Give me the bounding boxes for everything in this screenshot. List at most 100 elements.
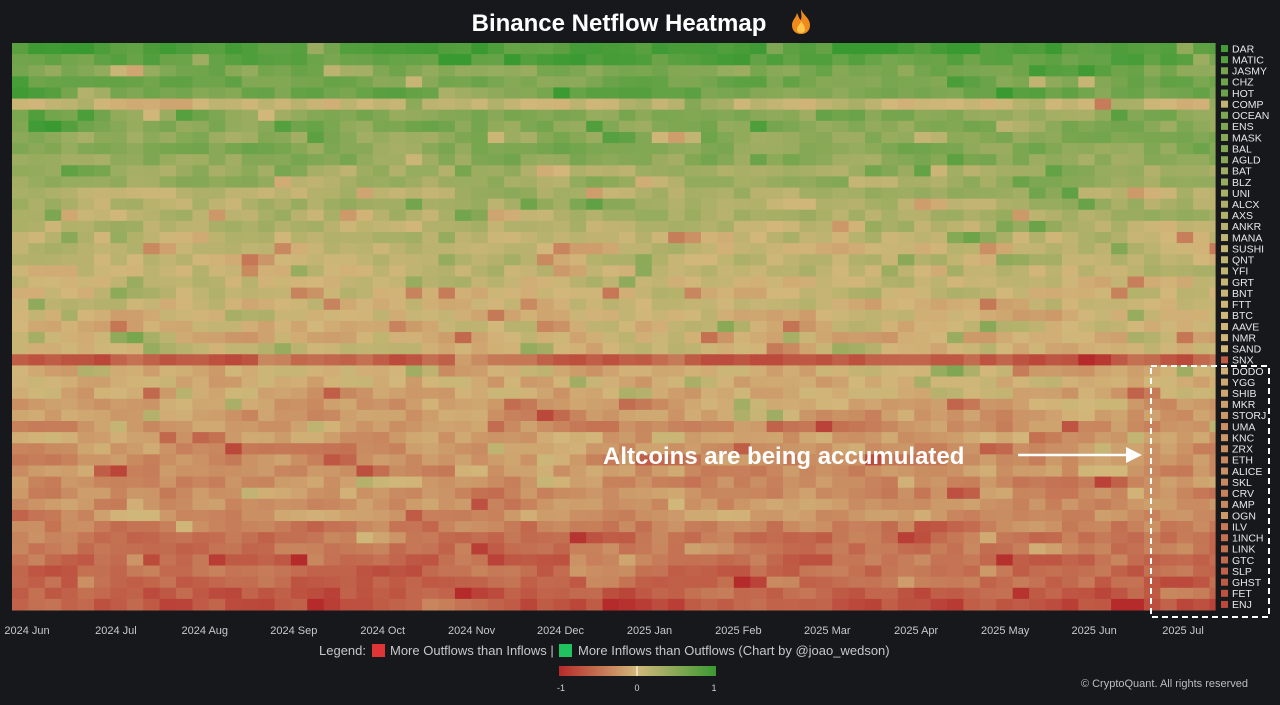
heatmap-cell (597, 65, 604, 77)
heatmap-cell (875, 176, 883, 189)
heatmap-cell (1083, 232, 1090, 244)
heatmap-cell (843, 176, 850, 189)
heatmap-cell (509, 65, 516, 77)
heatmap-cell (662, 287, 669, 300)
heatmap-cell (487, 165, 494, 177)
heatmap-cell (1143, 187, 1150, 200)
heatmap-cell (115, 276, 122, 289)
heatmap-cell (1061, 98, 1068, 111)
heatmap-cell (810, 54, 817, 66)
heatmap-cell (608, 276, 615, 289)
heatmap-cell (886, 265, 893, 277)
heatmap-cell (930, 120, 937, 133)
heatmap-cell (837, 131, 844, 144)
heatmap-cell (755, 165, 762, 177)
heatmap-cell (947, 109, 954, 122)
heatmap-cell (936, 54, 943, 66)
heatmap-cell (476, 254, 483, 266)
heatmap-cell (1138, 198, 1145, 211)
heatmap-cell (1160, 265, 1167, 277)
heatmap-cell (629, 87, 636, 100)
heatmap-cell (591, 287, 598, 300)
heatmap-cell (804, 65, 811, 77)
heatmap-cell (728, 154, 735, 166)
heatmap-cell (881, 54, 888, 66)
heatmap-cell (340, 187, 347, 200)
heatmap-cell (165, 109, 172, 122)
heatmap-cell (1122, 254, 1129, 266)
heatmap-cell (602, 43, 609, 55)
heatmap-cell (618, 143, 626, 155)
heatmap-cell (772, 143, 779, 155)
heatmap-cell (176, 87, 183, 100)
heatmap-cell (356, 165, 363, 177)
heatmap-cell (454, 265, 461, 277)
heatmap-cell (1023, 187, 1030, 200)
heatmap-cell (203, 87, 210, 100)
heatmap-cell (646, 265, 653, 277)
heatmap-cell (378, 254, 385, 266)
heatmap-cell (1023, 265, 1030, 277)
heatmap-cell (263, 76, 270, 88)
heatmap-cell (826, 98, 833, 111)
heatmap-cell (225, 65, 232, 77)
heatmap-cell (1100, 120, 1107, 133)
heatmap-cell (629, 220, 636, 233)
heatmap-cell (1198, 76, 1205, 88)
heatmap-cell (963, 120, 970, 133)
heatmap-cell (1072, 87, 1079, 100)
heatmap-cell (143, 43, 150, 55)
heatmap-cell (635, 254, 642, 266)
heatmap-cell (454, 109, 461, 122)
heatmap-cell (979, 109, 986, 122)
heatmap-cell (493, 176, 500, 189)
heatmap-cell (870, 265, 877, 277)
heatmap-cell (203, 276, 210, 289)
heatmap-cell (553, 176, 560, 189)
heatmap-cell (361, 87, 369, 100)
heatmap-cell (947, 65, 954, 77)
heatmap-cell (115, 165, 122, 177)
heatmap-cell (269, 220, 276, 233)
heatmap-cell (247, 120, 254, 133)
heatmap-cell (1105, 276, 1112, 289)
heatmap-cell (394, 43, 401, 55)
heatmap-cell (433, 98, 440, 111)
heatmap-cell (471, 265, 478, 277)
heatmap-cell (1209, 65, 1216, 77)
heatmap-cell (963, 109, 970, 122)
heatmap-cell (1160, 87, 1167, 100)
heatmap-cell (1034, 43, 1041, 55)
heatmap-cell (613, 220, 620, 233)
heatmap-cell (351, 209, 358, 222)
heatmap-cell (613, 287, 620, 300)
heatmap-cell (854, 54, 861, 66)
heatmap-cell (296, 209, 303, 222)
heatmap-cell (1018, 265, 1025, 277)
heatmap-cell (979, 120, 986, 133)
heatmap-cell (810, 243, 817, 255)
heatmap-cell (241, 131, 248, 144)
heatmap-cell (361, 254, 369, 266)
heatmap-cell (536, 220, 544, 233)
heatmap-cell (897, 176, 904, 189)
heatmap-cell (1007, 198, 1014, 211)
heatmap-cell (77, 131, 84, 144)
heatmap-cell (1029, 154, 1036, 166)
heatmap-cell (657, 198, 664, 211)
heatmap-cell (799, 76, 806, 88)
heatmap-cell (761, 154, 768, 166)
heatmap-cell (449, 165, 456, 177)
heatmap-cell (925, 43, 932, 55)
heatmap-cell (148, 54, 155, 66)
heatmap-cell (958, 187, 965, 200)
heatmap-cell (1012, 76, 1019, 88)
heatmap-cell (301, 120, 308, 133)
heatmap-cell (591, 76, 598, 88)
heatmap-cell (564, 276, 571, 289)
heatmap-cell (269, 254, 276, 266)
heatmap-cell (1050, 254, 1058, 266)
heatmap-cell (301, 65, 308, 77)
heatmap-cell (1193, 254, 1200, 266)
heatmap-cell (50, 220, 57, 233)
